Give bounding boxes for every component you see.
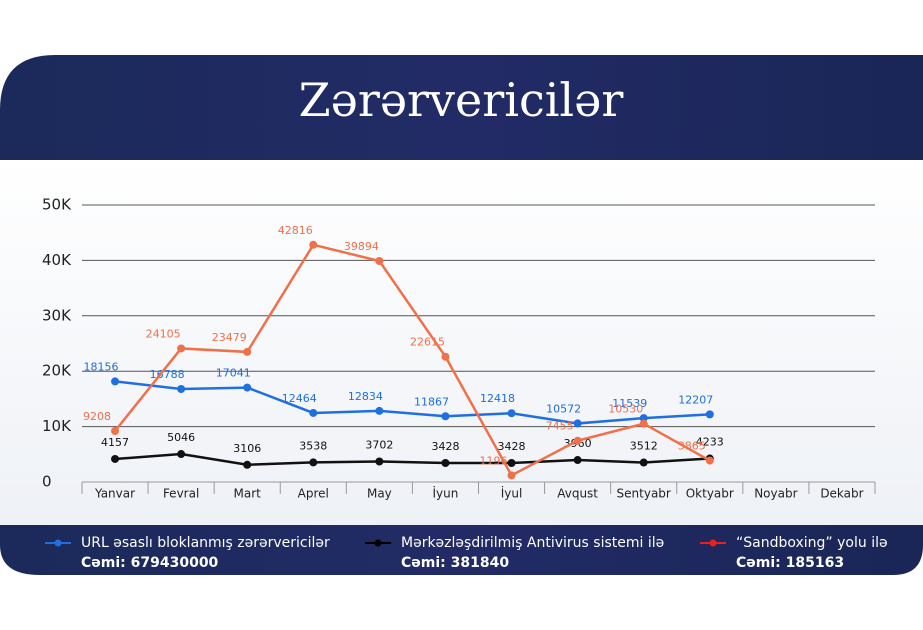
y-tick-label: 0 [42, 473, 52, 491]
y-tick-label: 40K [42, 251, 72, 269]
series-line [114, 452, 710, 467]
x-tick-label: Noyabr [754, 487, 797, 501]
data-label: 18156 [84, 360, 119, 373]
data-label: 3106 [233, 442, 261, 455]
point [573, 419, 582, 428]
point [375, 256, 384, 265]
footer [0, 525, 923, 575]
point [705, 410, 714, 419]
point [573, 456, 582, 465]
series-line [114, 243, 711, 478]
plot-background [0, 158, 923, 528]
data-label: 4233 [696, 436, 724, 449]
chart-title: Zərərvericilər [299, 73, 624, 127]
point [639, 414, 648, 423]
data-label: 24105 [146, 327, 181, 340]
legend-total: Cəmi: 185163 [736, 555, 844, 571]
point [507, 459, 516, 468]
y-tick-label: 10K [42, 417, 72, 435]
x-tick-label: Fevral [163, 487, 199, 501]
series-line [114, 380, 710, 425]
point [309, 458, 318, 467]
data-label: 12834 [348, 390, 383, 403]
point [441, 352, 450, 361]
point [177, 344, 186, 353]
point [111, 377, 120, 386]
data-label: 3865 [678, 440, 706, 453]
data-label: 16788 [150, 368, 185, 381]
y-tick-label: 20K [42, 362, 72, 380]
data-label: 12207 [678, 393, 713, 406]
x-tick-label: Dekabr [820, 487, 863, 501]
data-label: 3428 [498, 440, 526, 453]
point [177, 450, 186, 459]
point [243, 347, 252, 356]
x-tick-label: İyun [433, 486, 459, 501]
x-tick-label: May [367, 487, 392, 501]
x-tick-label: Aprel [298, 487, 329, 501]
point [309, 408, 318, 417]
legend-marker [709, 539, 717, 547]
x-tick-label: İyul [501, 486, 523, 501]
data-label: 39894 [344, 240, 379, 253]
point [375, 457, 384, 466]
x-tick-label: Oktyabr [686, 487, 734, 501]
data-label: 12464 [282, 392, 317, 405]
data-label: 10572 [546, 402, 581, 415]
data-label: 12418 [480, 392, 515, 405]
data-label: 7455 [546, 420, 574, 433]
point [243, 383, 252, 392]
point [639, 419, 648, 428]
data-label: 3702 [365, 438, 393, 451]
y-tick-label: 50K [42, 196, 72, 214]
point [111, 426, 120, 435]
data-label: 5046 [167, 431, 195, 444]
data-label: 22615 [410, 336, 445, 349]
legend-marker [54, 539, 62, 547]
data-label: 11539 [612, 397, 647, 410]
x-tick-label: Sentyabr [617, 487, 671, 501]
x-tick-label: Yanvar [94, 487, 135, 501]
point [441, 459, 450, 468]
legend-label: URL əsaslı bloklanmış zərərvericilər [81, 535, 330, 551]
y-tick-label: 30K [42, 306, 72, 324]
point [309, 240, 318, 249]
point [507, 409, 516, 418]
legend-total: Cəmi: 679430000 [81, 555, 219, 571]
data-label: 23479 [212, 331, 247, 344]
data-label: 3538 [299, 439, 327, 452]
data-label: 3512 [630, 440, 658, 453]
legend-marker [374, 539, 382, 547]
point [573, 436, 582, 445]
point [441, 412, 450, 421]
data-label: 10530 [608, 403, 643, 416]
data-label: 9208 [83, 410, 111, 423]
legend-total: Cəmi: 381840 [401, 555, 509, 571]
point [507, 471, 516, 480]
point [639, 458, 648, 467]
data-label: 4157 [101, 436, 129, 449]
legend-label: Mərkəzləşdirilmiş Antivirus sistemi ilə [401, 535, 664, 551]
data-label: 11867 [414, 395, 449, 408]
data-label: 17041 [216, 367, 251, 380]
x-tick-label: Avqust [557, 487, 598, 501]
legend-label: “Sandboxing” yolu ilə [736, 535, 888, 551]
data-label: 3428 [431, 440, 459, 453]
data-label: 1196 [480, 454, 508, 467]
point [243, 460, 252, 469]
header [0, 55, 923, 160]
point [111, 454, 120, 463]
x-tick-label: Mart [234, 487, 262, 501]
point [705, 456, 714, 465]
point [375, 406, 384, 415]
point [177, 384, 186, 393]
data-label: 42816 [278, 224, 313, 237]
